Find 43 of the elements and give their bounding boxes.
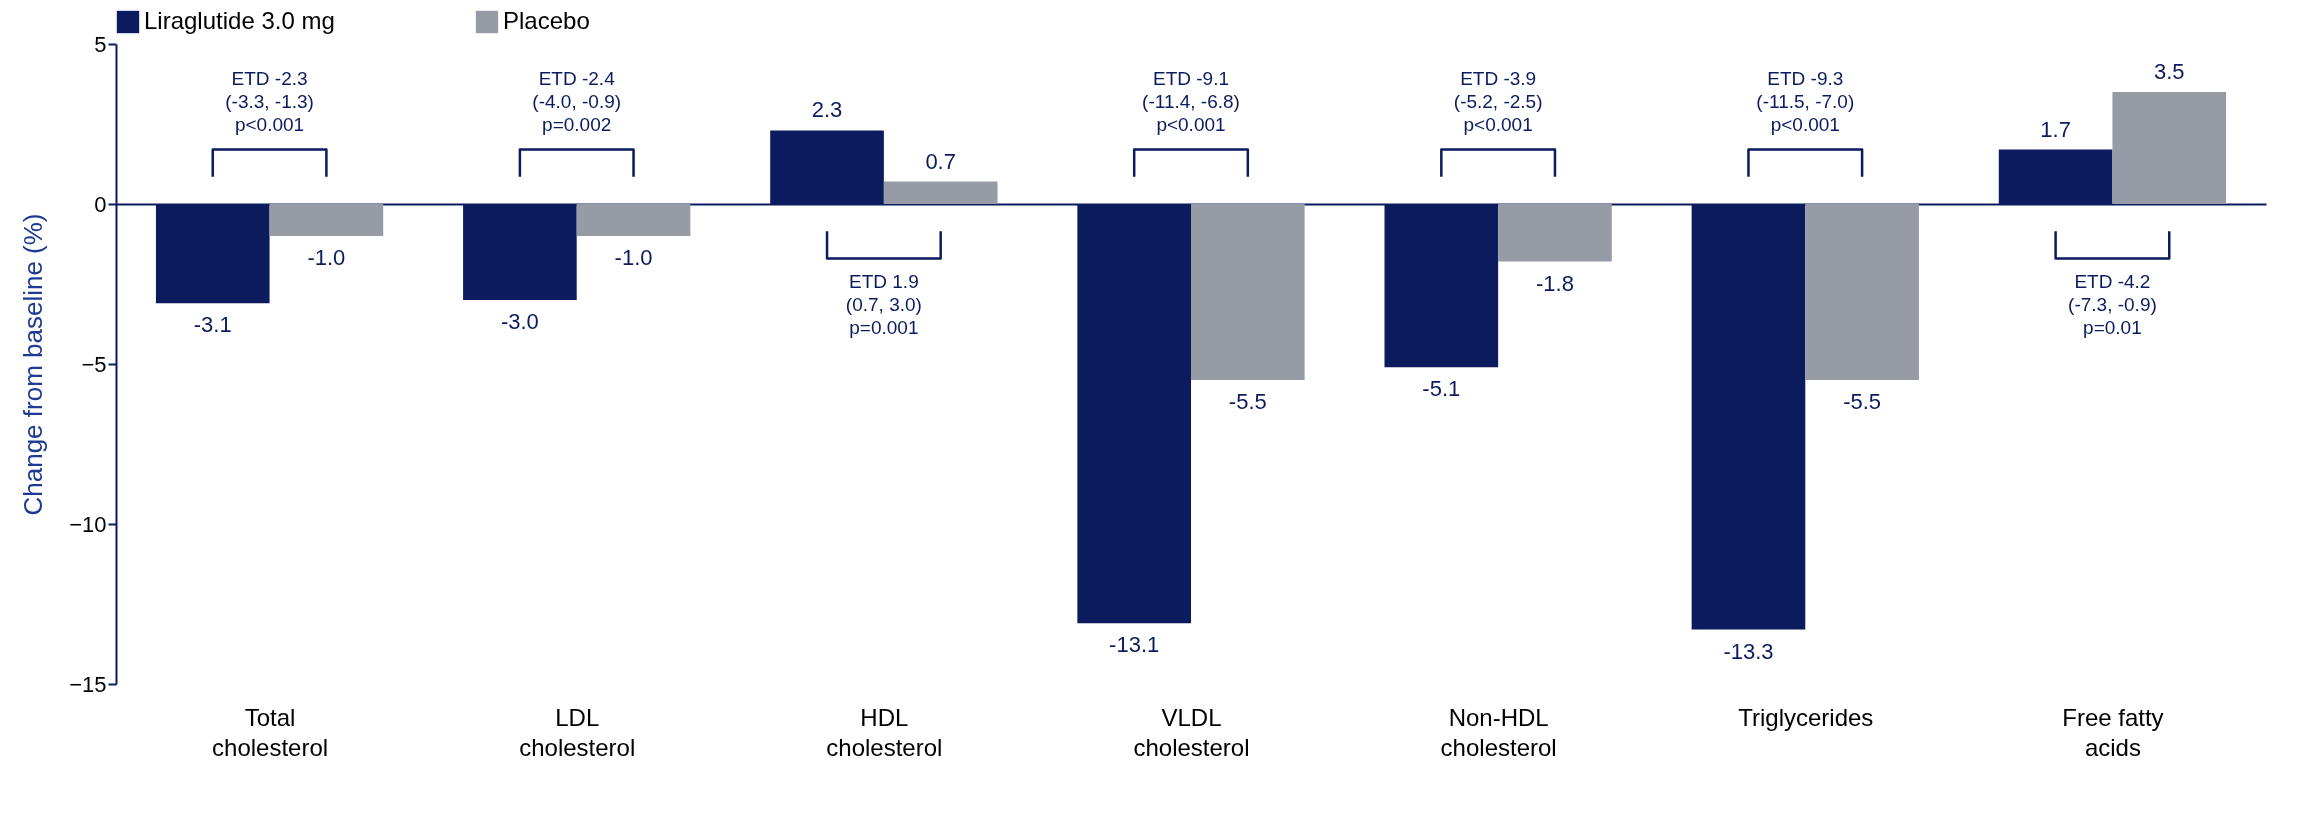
x-tick-label: VLDL cholesterol [1133, 703, 1250, 761]
y-tick-label: −5 [81, 351, 107, 377]
x-tick-label: Triglycerides [1738, 703, 1874, 731]
annotation: ETD -2.4 (-4.0, -0.9) p=0.002 [532, 68, 622, 136]
data-label: -13.3 [1723, 638, 1774, 664]
data-label: -1.0 [307, 245, 346, 270]
data-label: 2.3 [811, 97, 843, 123]
x-tick-label: Total cholesterol [212, 703, 329, 761]
bar [1805, 204, 1919, 380]
data-label: -5.5 [1228, 389, 1267, 414]
x-tick-label: HDL cholesterol [826, 703, 943, 761]
data-label: -5.5 [1843, 389, 1882, 414]
data-label: 0.7 [925, 148, 956, 174]
data-label: 3.5 [2153, 59, 2185, 84]
annotation: ETD -4.2 (-7.3, -0.9) p=0.01 [2068, 270, 2157, 338]
bar [883, 181, 998, 204]
annotation: ETD -9.1 (-11.4, -6.8) p<0.001 [1142, 68, 1240, 136]
legend-label: Liraglutide 3.0 mg [144, 7, 335, 34]
bar [2112, 92, 2227, 204]
data-label: -1.8 [1536, 270, 1574, 296]
bar [576, 204, 691, 236]
x-tick-label: Non-HDL cholesterol [1440, 703, 1557, 761]
data-label: -1.0 [614, 245, 653, 270]
annotation: ETD -3.9 (-5.2, -2.5) p<0.001 [1453, 68, 1543, 136]
y-tick-label: −10 [69, 511, 107, 537]
data-label: -3.0 [500, 309, 539, 334]
x-tick-label: LDL cholesterol [519, 703, 636, 761]
data-label: -5.1 [1422, 376, 1461, 402]
bar [269, 204, 384, 236]
annotation: ETD -9.3 (-11.5, -7.0) p<0.001 [1756, 68, 1855, 136]
y-tick-label: 5 [94, 31, 107, 57]
annotation: ETD 1.9 (0.7, 3.0) p=0.001 [845, 270, 922, 338]
y-axis-title: Change from baseline (%) [18, 213, 49, 516]
data-label: -13.1 [1109, 632, 1160, 658]
y-tick-label: 0 [94, 191, 107, 217]
data-label: 1.7 [2040, 116, 2071, 142]
bar [1498, 204, 1612, 262]
annotation: ETD -2.3 (-3.3, -1.3) p<0.001 [225, 68, 314, 136]
y-tick-label: −15 [69, 671, 107, 697]
legend-label: Placebo [503, 7, 590, 34]
x-tick-label: Free fatty acids [2062, 703, 2164, 761]
data-label: -3.1 [193, 312, 232, 338]
bar [1191, 204, 1305, 380]
